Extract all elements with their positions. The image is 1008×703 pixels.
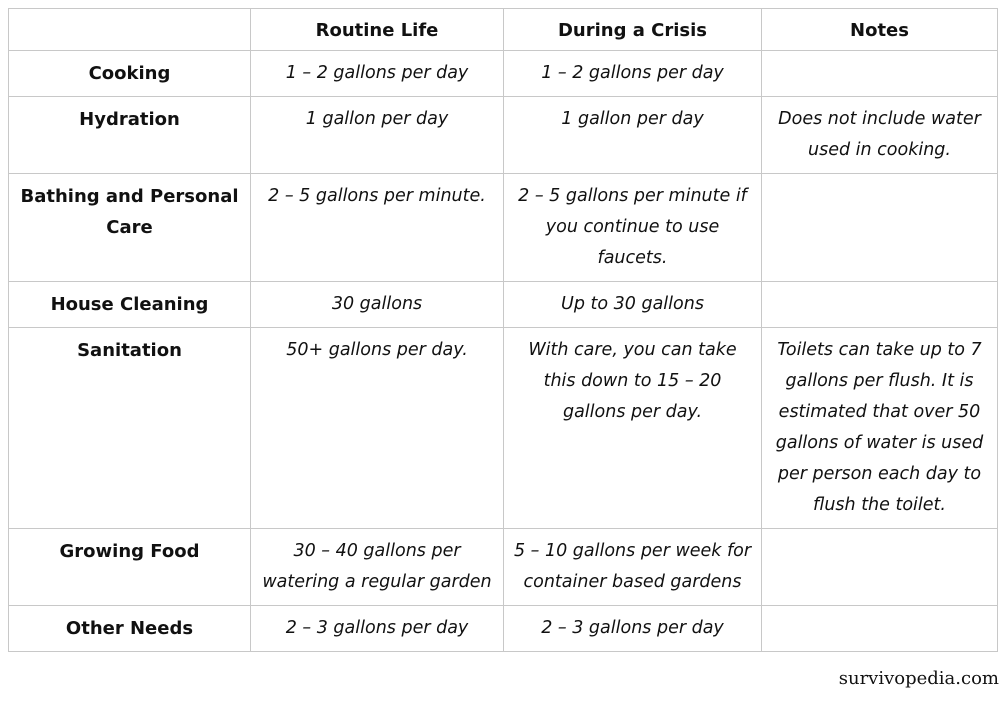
row-crisis: 2 – 5 gallons per minute if you continue…	[503, 173, 762, 282]
row-routine: 50+ gallons per day.	[250, 327, 504, 529]
row-crisis: 5 – 10 gallons per week for container ba…	[503, 528, 762, 606]
header-notes: Notes	[761, 8, 998, 51]
row-category: Hydration	[8, 96, 251, 174]
watermark: survivopedia.com	[838, 668, 999, 689]
row-crisis: 1 – 2 gallons per day	[503, 50, 762, 97]
row-category: Growing Food	[8, 528, 251, 606]
row-category: House Cleaning	[8, 281, 251, 328]
row-crisis: 1 gallon per day	[503, 96, 762, 174]
row-notes	[761, 50, 998, 97]
table-row-bathing: Bathing and Personal Care 2 – 5 gallons …	[8, 173, 998, 282]
row-notes	[761, 528, 998, 606]
row-routine: 30 gallons	[250, 281, 504, 328]
row-routine: 2 – 5 gallons per minute.	[250, 173, 504, 282]
header-routine-life: Routine Life	[250, 8, 504, 51]
table-row-other-needs: Other Needs 2 – 3 gallons per day 2 – 3 …	[8, 605, 998, 652]
table-row-cooking: Cooking 1 – 2 gallons per day 1 – 2 gall…	[8, 50, 998, 97]
row-category: Other Needs	[8, 605, 251, 652]
row-category: Bathing and Personal Care	[8, 173, 251, 282]
row-routine: 2 – 3 gallons per day	[250, 605, 504, 652]
row-crisis: 2 – 3 gallons per day	[503, 605, 762, 652]
row-routine: 1 gallon per day	[250, 96, 504, 174]
row-routine: 30 – 40 gallons per watering a regular g…	[250, 528, 504, 606]
row-notes	[761, 605, 998, 652]
row-category: Cooking	[8, 50, 251, 97]
table-header-row: Routine Life During a Crisis Notes	[8, 8, 998, 51]
row-crisis: Up to 30 gallons	[503, 281, 762, 328]
row-notes: Does not include water used in cooking.	[761, 96, 998, 174]
row-notes	[761, 281, 998, 328]
table-row-sanitation: Sanitation 50+ gallons per day. With car…	[8, 327, 998, 529]
row-category: Sanitation	[8, 327, 251, 529]
table-row-hydration: Hydration 1 gallon per day 1 gallon per …	[8, 96, 998, 174]
table-row-growing-food: Growing Food 30 – 40 gallons per waterin…	[8, 528, 998, 606]
header-category	[8, 8, 251, 51]
row-routine: 1 – 2 gallons per day	[250, 50, 504, 97]
row-notes: Toilets can take up to 7 gallons per flu…	[761, 327, 998, 529]
row-crisis: With care, you can take this down to 15 …	[503, 327, 762, 529]
table-row-house-cleaning: House Cleaning 30 gallons Up to 30 gallo…	[8, 281, 998, 328]
row-notes	[761, 173, 998, 282]
water-usage-table: Routine Life During a Crisis Notes Cooki…	[8, 8, 998, 652]
header-during-crisis: During a Crisis	[503, 8, 762, 51]
